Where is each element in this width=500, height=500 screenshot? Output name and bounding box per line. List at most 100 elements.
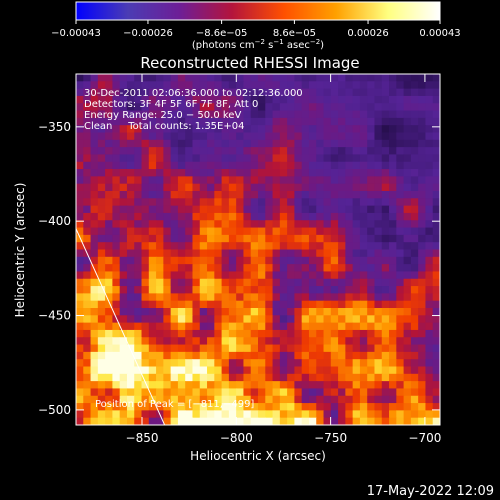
heatmap-cell — [112, 417, 121, 425]
heatmap-cell — [338, 344, 346, 353]
heatmap-cell — [352, 95, 361, 104]
heatmap-cell — [279, 264, 288, 273]
heatmap-cell — [76, 95, 84, 104]
heatmap-cell — [338, 154, 346, 163]
heatmap-cell — [381, 242, 390, 251]
heatmap-cell — [214, 234, 223, 243]
heatmap-cell — [192, 103, 201, 112]
heatmap-cell — [418, 198, 427, 207]
heatmap-cell — [338, 169, 346, 177]
heatmap-cell — [301, 410, 310, 419]
heatmap-cell — [287, 220, 295, 229]
heatmap-cell — [389, 183, 397, 192]
heatmap-cell — [243, 410, 252, 419]
heatmap-cell — [185, 220, 194, 229]
heatmap-cell — [177, 271, 186, 280]
heatmap-cell — [105, 205, 113, 214]
heatmap-cell — [163, 176, 172, 185]
x-tick-label: −750 — [314, 431, 347, 445]
heatmap-cell — [83, 417, 92, 425]
heatmap-cell — [163, 278, 172, 287]
heatmap-cell — [221, 351, 230, 360]
heatmap-cell — [403, 125, 412, 134]
heatmap-cell — [236, 293, 245, 302]
heatmap-cell — [330, 249, 339, 258]
heatmap-cell — [301, 322, 310, 331]
heatmap-cell — [258, 271, 266, 280]
heatmap-cell — [308, 359, 317, 368]
heatmap-cell — [228, 110, 237, 119]
heatmap-cell — [236, 373, 245, 382]
heatmap-cell — [323, 234, 332, 243]
heatmap-cell — [207, 293, 215, 302]
heatmap-cell — [243, 249, 252, 258]
heatmap-cell — [330, 110, 339, 119]
heatmap-cell — [207, 359, 215, 368]
heatmap-cell — [243, 227, 252, 236]
heatmap-cell — [105, 198, 113, 207]
heatmap-cell — [192, 293, 201, 302]
heatmap-cell — [126, 410, 135, 419]
heatmap-cell — [345, 337, 354, 346]
heatmap-cell — [418, 154, 427, 163]
heatmap-cell — [148, 220, 157, 229]
heatmap-cell — [90, 161, 99, 170]
heatmap-cell — [403, 139, 412, 148]
heatmap-cell — [199, 161, 208, 170]
heatmap-cell — [316, 388, 325, 397]
heatmap-cell — [345, 234, 354, 243]
heatmap-cell — [345, 329, 354, 338]
heatmap-cell — [243, 125, 252, 134]
heatmap-cell — [228, 88, 237, 97]
heatmap-cell — [243, 81, 252, 90]
heatmap-cell — [112, 410, 121, 419]
heatmap-cell — [403, 315, 412, 324]
heatmap-cell — [323, 95, 332, 104]
heatmap-cell — [389, 351, 397, 360]
heatmap-cell — [258, 147, 266, 156]
heatmap-cell — [156, 417, 164, 425]
heatmap-cell — [134, 395, 143, 404]
heatmap-cell — [418, 95, 427, 104]
heatmap-cell — [228, 132, 237, 141]
heatmap-cell — [228, 249, 237, 258]
heatmap-cell — [105, 132, 113, 141]
heatmap-cell — [236, 147, 245, 156]
heatmap-cell — [83, 300, 92, 309]
heatmap-cell — [287, 300, 295, 309]
heatmap-cell — [177, 315, 186, 324]
heatmap-cell — [432, 242, 440, 251]
heatmap-cell — [119, 95, 128, 104]
heatmap-cell — [425, 198, 434, 207]
heatmap-cell — [258, 366, 266, 375]
heatmap-cell — [170, 169, 179, 177]
heatmap-cell — [287, 176, 295, 185]
heatmap-cell — [418, 351, 427, 360]
heatmap-cell — [97, 183, 106, 192]
heatmap-cell — [265, 395, 274, 404]
heatmap-cell — [403, 403, 412, 411]
heatmap-cell — [418, 234, 427, 243]
heatmap-cell — [359, 161, 368, 170]
heatmap-cell — [243, 88, 252, 97]
heatmap-cell — [389, 161, 397, 170]
heatmap-cell — [330, 227, 339, 236]
heatmap-cell — [432, 322, 440, 331]
heatmap-cell — [345, 95, 354, 104]
heatmap-cell — [323, 81, 332, 90]
heatmap-cell — [396, 264, 405, 273]
heatmap-cell — [83, 139, 92, 148]
heatmap-cell — [112, 227, 121, 236]
heatmap-cell — [323, 88, 332, 97]
heatmap-cell — [301, 249, 310, 258]
heatmap-cell — [192, 125, 201, 134]
heatmap-cell — [141, 315, 150, 324]
x-axis-label: Heliocentric X (arcsec) — [190, 449, 326, 463]
heatmap-cell — [374, 242, 383, 251]
heatmap-cell — [192, 110, 201, 119]
heatmap-cell — [418, 183, 427, 192]
heatmap-cell — [432, 410, 440, 419]
heatmap-cell — [301, 169, 310, 177]
heatmap-cell — [396, 256, 405, 265]
heatmap-cell — [207, 337, 215, 346]
